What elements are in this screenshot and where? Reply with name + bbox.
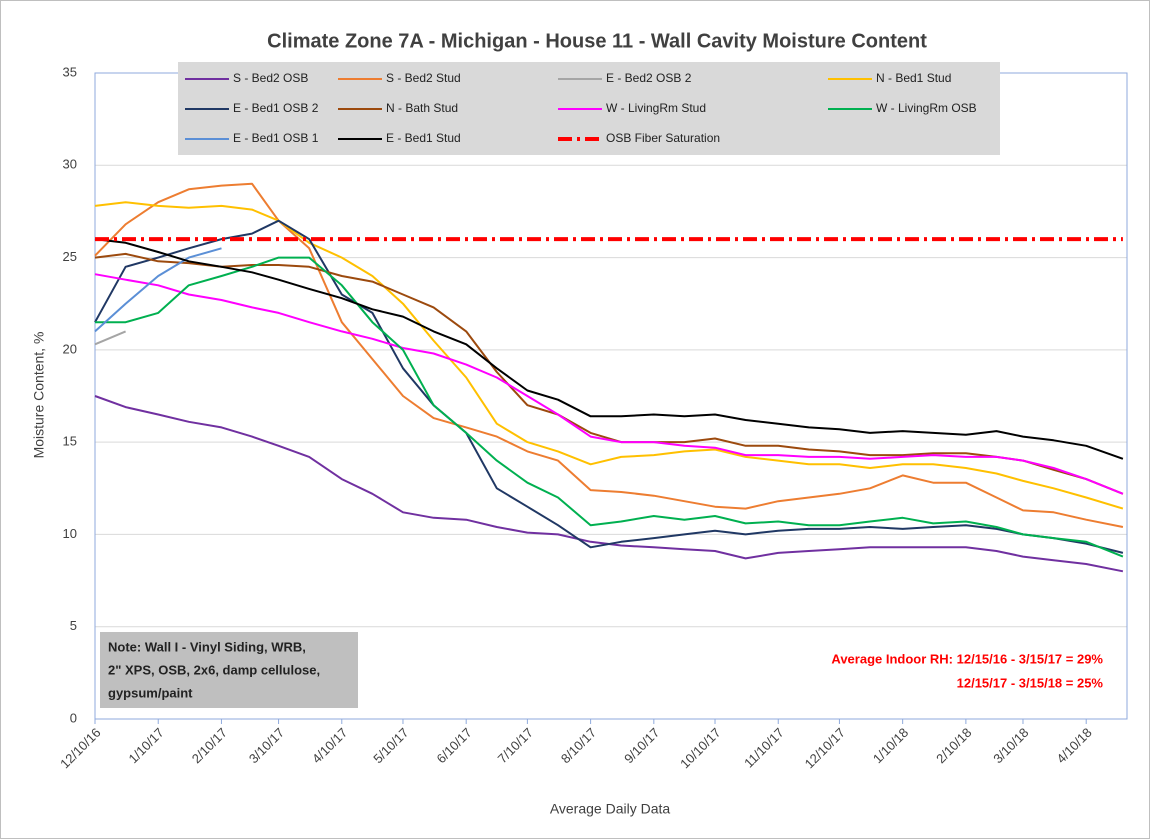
series-line [94,238,1124,460]
series-line [94,330,126,346]
note-box [100,632,358,708]
legend-label: E - Bed1 OSB 1 [233,131,319,145]
y-tick-label: 30 [63,157,77,172]
legend-label: E - Bed1 OSB 2 [233,101,319,115]
series-line [94,247,222,333]
y-axis-title: Moisture Content, % [31,332,47,459]
legend-label: S - Bed2 Stud [386,71,461,85]
legend-label: N - Bed1 Stud [876,71,951,85]
legend-label: OSB Fiber Saturation [606,131,720,145]
y-tick-label: 10 [63,526,77,541]
series-line [94,201,1124,510]
rh-annotation: Average Indoor RH: 12/15/16 - 3/15/17 = … [831,651,1103,666]
legend-label: W - LivingRm Stud [606,101,706,115]
y-tick-label: 35 [63,64,77,79]
series-line [94,252,1124,495]
note-text: Note: Wall I - Vinyl Siding, WRB, [108,639,306,654]
legend-label: S - Bed2 OSB [233,71,308,85]
y-tick-label: 20 [63,341,77,356]
series-line [94,273,1124,495]
chart-title: Climate Zone 7A - Michigan - House 11 - … [267,30,927,52]
legend-label: E - Bed1 Stud [386,131,461,145]
y-tick-label: 15 [63,434,77,449]
series-line [94,219,1124,554]
note-text: 2" XPS, OSB, 2x6, damp cellulose, [108,662,320,677]
y-tick-label: 25 [63,249,77,264]
x-axis-title: Average Daily Data [550,801,671,817]
note-text: gypsum/paint [108,685,193,700]
legend-label: N - Bath Stud [386,101,458,115]
series-line [95,256,1124,558]
legend-label: E - Bed2 OSB 2 [606,71,692,85]
y-tick-label: 5 [70,618,77,633]
y-tick-label: 0 [70,710,77,725]
series-line [94,182,1124,528]
legend-label: W - LivingRm OSB [876,101,977,115]
plot-area [95,73,1127,719]
rh-annotation: 12/15/17 - 3/15/18 = 25% [957,675,1104,690]
